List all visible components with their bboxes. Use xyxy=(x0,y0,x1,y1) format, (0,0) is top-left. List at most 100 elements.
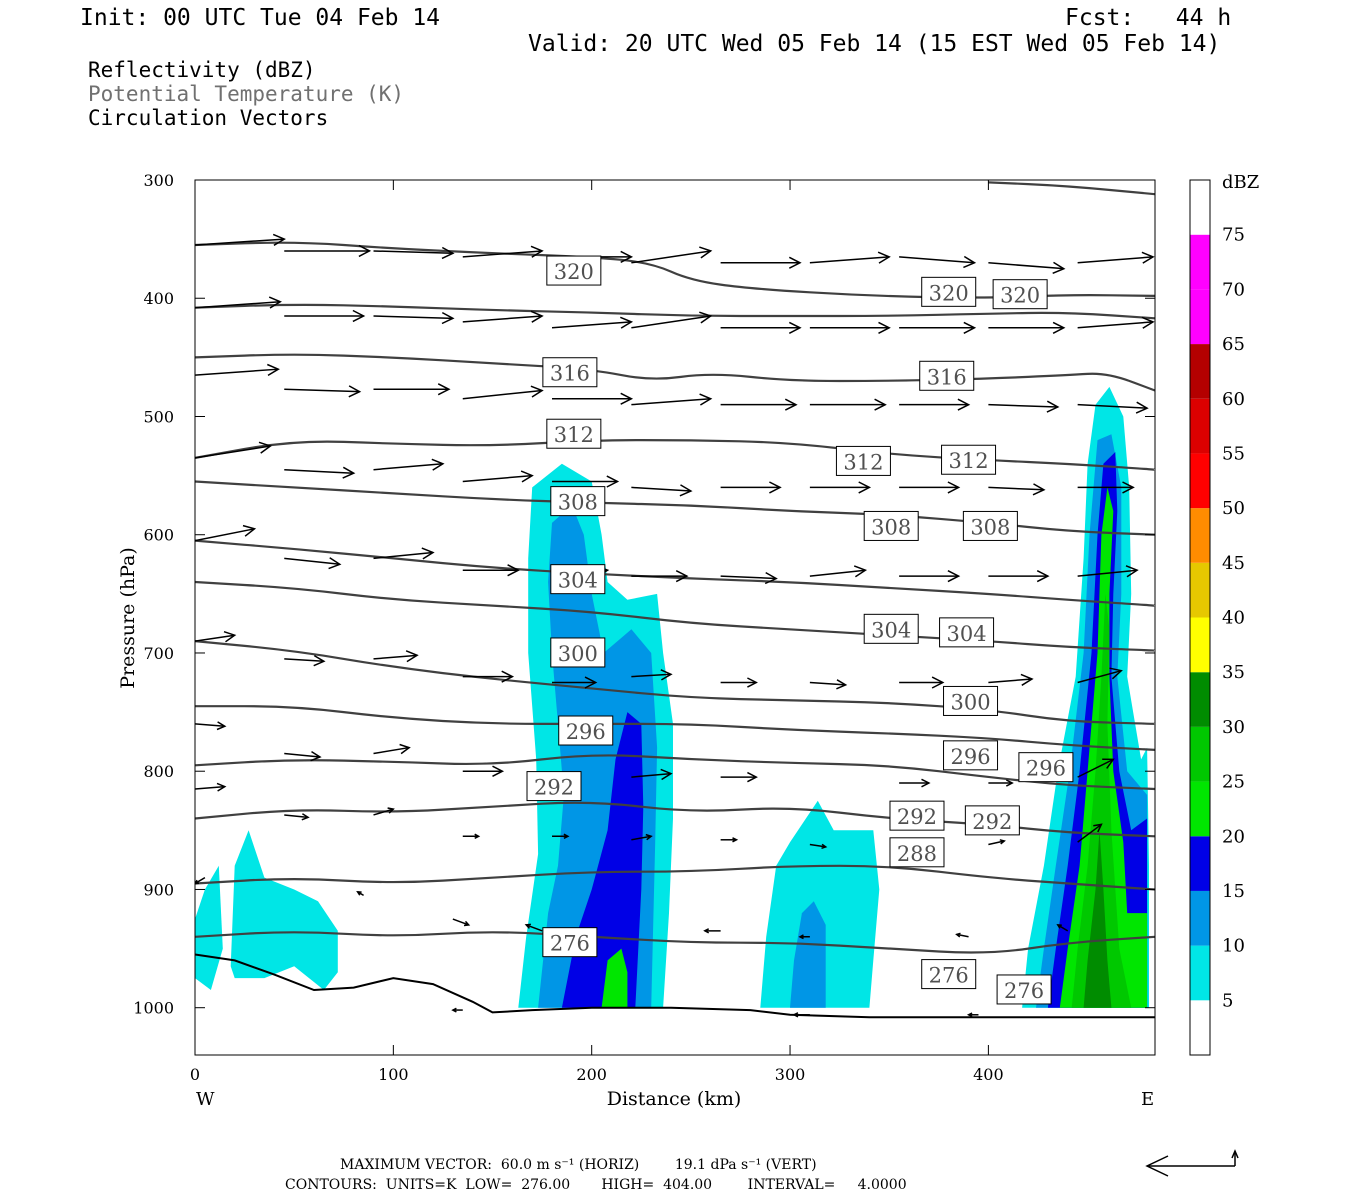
x-axis-label: Distance (km) xyxy=(607,1088,742,1110)
colorbar-label-75: 75 xyxy=(1222,225,1245,246)
vector-shaft xyxy=(284,388,360,393)
theta-contour-276 xyxy=(195,931,1155,954)
circulation-vector-67 xyxy=(284,750,322,762)
vector-shaft xyxy=(373,463,443,471)
contour-label-304-0: 304 xyxy=(550,564,606,595)
circulation-vector-30 xyxy=(899,398,971,411)
vector-head xyxy=(1122,481,1135,494)
vector-shaft xyxy=(195,238,285,246)
vector-shaft xyxy=(195,445,271,459)
vector-head xyxy=(1141,316,1155,329)
contour-label-text: 320 xyxy=(929,281,969,305)
vector-shaft xyxy=(462,315,543,323)
vector-shaft xyxy=(899,256,975,264)
contour-label-text: 276 xyxy=(929,964,969,988)
theta-contour-316 xyxy=(195,480,1155,536)
contour-label-box xyxy=(992,279,1048,310)
circulation-vector-46 xyxy=(373,547,435,560)
vector-head xyxy=(699,246,713,259)
vector-shaft xyxy=(631,315,711,329)
colorbar-label-60: 60 xyxy=(1222,389,1245,410)
reflectivity-area-20dbz-5 xyxy=(601,948,628,1008)
theta-contour-288 xyxy=(195,864,1155,891)
contour-label-316-1: 316 xyxy=(919,360,975,391)
vector-head xyxy=(530,245,544,258)
vector-shaft xyxy=(551,321,632,329)
terrain-layer xyxy=(195,953,1155,1019)
circulation-vector-81 xyxy=(720,837,739,843)
vector-shaft xyxy=(195,634,235,642)
east-label: E xyxy=(1141,1089,1154,1110)
contour-label-text: 312 xyxy=(843,450,883,474)
circulation-vector-58 xyxy=(462,670,515,683)
colorbar-swatch xyxy=(1190,289,1210,345)
contour-label-text: 288 xyxy=(897,842,937,866)
colorbar-swatch xyxy=(1190,234,1210,290)
circulation-vector-28 xyxy=(720,398,798,411)
circulation-vector-94 xyxy=(792,1012,810,1018)
contour-label-text: 320 xyxy=(554,260,594,284)
theta-contour-320 xyxy=(195,353,1155,392)
vector-shaft xyxy=(462,389,543,400)
circulation-vector-68 xyxy=(373,743,411,755)
vector-head xyxy=(441,246,455,260)
circulation-vector-31 xyxy=(988,400,1060,413)
vector-head xyxy=(399,743,411,755)
vector-head xyxy=(1036,570,1050,583)
circulation-vector-43 xyxy=(1077,481,1135,494)
vector-head xyxy=(421,547,435,560)
circulation-vector-25 xyxy=(462,385,544,400)
circulation-vector-32 xyxy=(1077,401,1149,414)
contour-label-box xyxy=(921,276,977,307)
circulation-vector-73 xyxy=(988,779,1014,787)
max-vector-note: MAXIMUM VECTOR: 60.0 m s⁻¹ (HORIZ) 19.1 … xyxy=(340,1157,817,1173)
contour-label-308-1: 308 xyxy=(863,510,919,541)
vector-head xyxy=(563,833,570,839)
vector-shaft xyxy=(284,658,324,662)
contour-label-text: 308 xyxy=(970,515,1010,539)
colorbar-swatch xyxy=(1190,562,1210,618)
terrain-line xyxy=(195,953,1155,1019)
vector-head xyxy=(747,677,758,688)
vector-shaft xyxy=(373,654,418,660)
contour-label-box xyxy=(939,617,995,648)
vector-head xyxy=(966,1012,973,1018)
circulation-vector-29 xyxy=(809,398,887,411)
vector-head xyxy=(703,928,710,934)
vector-shaft xyxy=(373,746,410,755)
contour-label-308-0: 308 xyxy=(550,486,606,517)
contour-label-box xyxy=(558,715,614,746)
vector-shaft xyxy=(284,557,340,566)
contour-label-box xyxy=(889,837,945,868)
contour-label-296-2: 296 xyxy=(1018,752,1074,783)
vector-head xyxy=(242,524,257,537)
circulation-vector-27 xyxy=(631,393,713,406)
vector-head xyxy=(1125,565,1139,578)
colorbar-unit: dBZ xyxy=(1222,172,1259,193)
contour-label-text: 320 xyxy=(1000,284,1040,308)
vector-shaft xyxy=(373,808,394,816)
circulation-vector-49 xyxy=(631,570,689,583)
theta-contour-300 xyxy=(195,705,1155,752)
contour-label-296-1: 296 xyxy=(943,740,999,771)
colorbar-label-10: 10 xyxy=(1222,936,1245,957)
vector-shaft xyxy=(1077,669,1122,684)
vector-head xyxy=(947,570,961,583)
colorbar-swatch xyxy=(1190,726,1210,782)
vector-head xyxy=(313,654,326,667)
contour-label-box xyxy=(941,444,997,475)
vector-shaft xyxy=(462,250,543,258)
vector-head xyxy=(501,670,515,683)
contour-label-text: 304 xyxy=(947,622,987,646)
vector-shaft xyxy=(1077,403,1148,409)
circulation-vector-21 xyxy=(1077,316,1155,329)
vector-head xyxy=(769,481,782,494)
vector-head xyxy=(268,296,282,309)
vector-head xyxy=(784,398,798,411)
circulation-vector-64 xyxy=(988,673,1034,686)
reflectivity-area-25dbz-12 xyxy=(1071,593,1132,1008)
vector-head xyxy=(524,923,531,929)
contour-label-box xyxy=(996,974,1052,1005)
y-tick-label: 900 xyxy=(143,880,174,899)
vector-head xyxy=(195,879,200,885)
